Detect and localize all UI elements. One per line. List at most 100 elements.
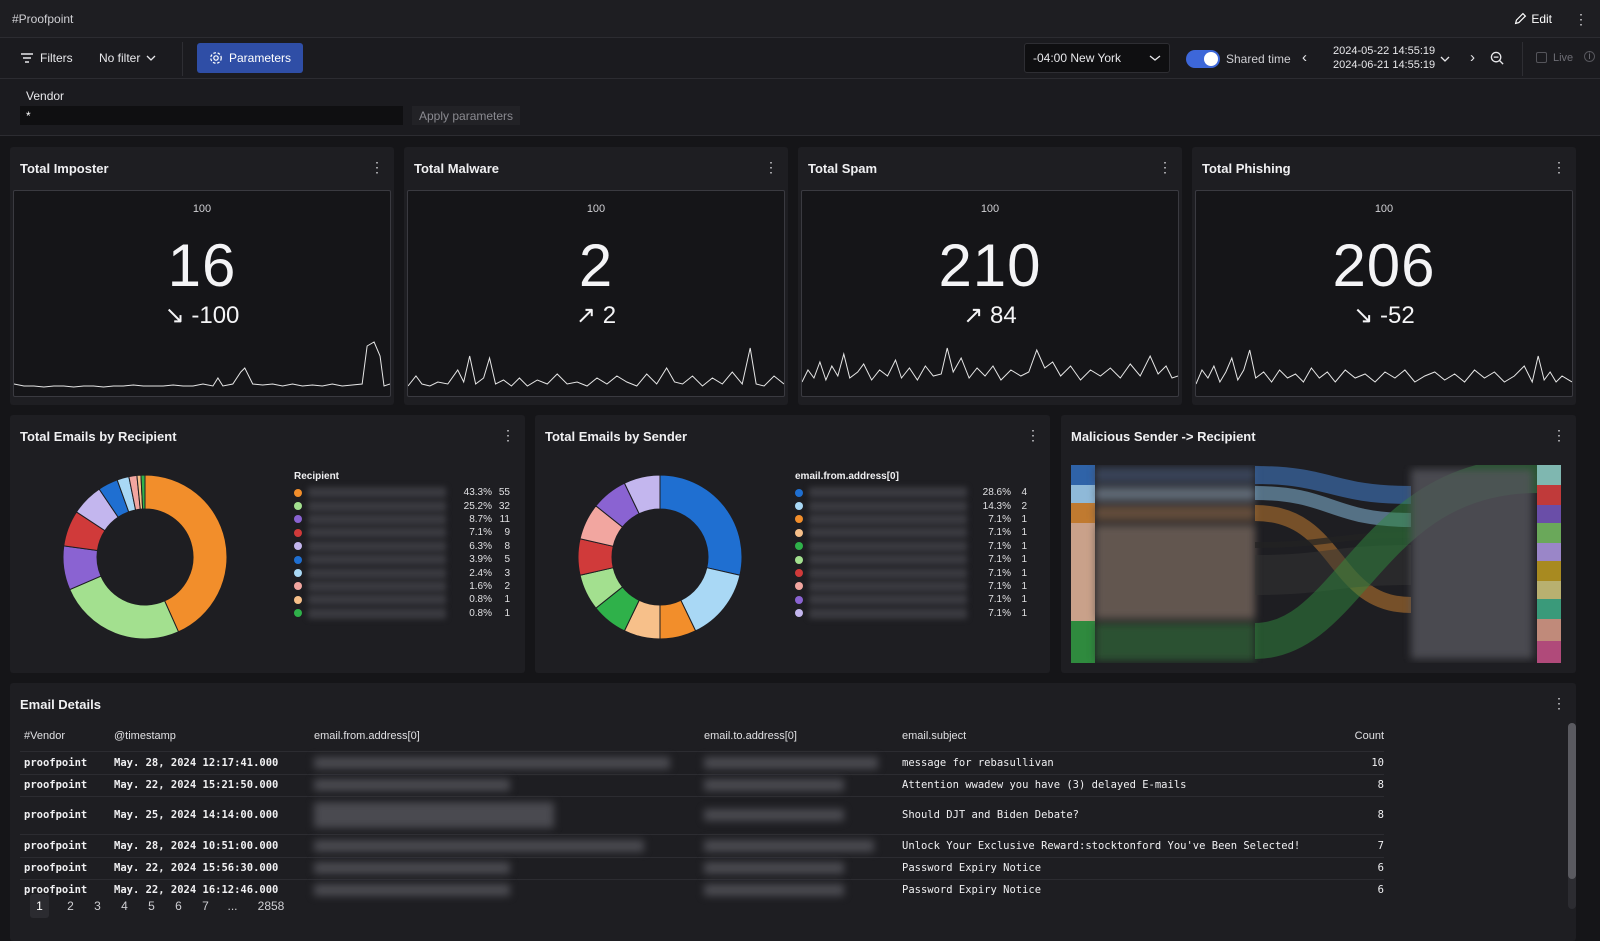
pagination-page[interactable]: 4 [121, 899, 128, 913]
legend-item[interactable]: 28.6% 4 [795, 486, 1027, 499]
pagination-page[interactable]: 5 [148, 899, 155, 913]
legend-item[interactable]: 0.8% 1 [294, 593, 510, 606]
pagination-page[interactable]: 7 [202, 899, 209, 913]
filters-button[interactable]: Filters [20, 51, 73, 65]
cell-subject: Password Expiry Notice [902, 856, 1302, 879]
sankey-node [1537, 619, 1561, 641]
live-checkbox[interactable] [1536, 52, 1547, 63]
chevron-right-icon[interactable]: › [1470, 49, 1475, 66]
donut-slice[interactable] [69, 575, 180, 640]
cell-vendor: proofpoint [20, 833, 114, 857]
legend-swatch [795, 609, 803, 618]
legend-item[interactable]: 1.6% 2 [294, 580, 510, 593]
table-row[interactable]: proofpoint May. 22, 2024 15:21:50.000 Atte… [20, 773, 1384, 796]
edit-button[interactable]: Edit [1514, 12, 1552, 26]
sankey-node [1071, 621, 1095, 663]
legend-item[interactable]: 43.3% 55 [294, 486, 510, 499]
more-menu-icon[interactable]: ⋮ [370, 159, 384, 175]
live-label: Live [1553, 52, 1574, 64]
arrow-up-right-icon: ↗ [575, 302, 597, 329]
timezone-select[interactable]: -04:00 New York [1024, 43, 1170, 73]
shared-time-toggle[interactable] [1186, 50, 1220, 68]
legend-count: 55 [498, 487, 510, 499]
legend-count: 1 [1021, 513, 1027, 525]
info-icon[interactable]: i [1584, 51, 1595, 62]
column-header[interactable]: email.to.address[0] [704, 729, 797, 742]
legend-label-redacted [308, 527, 446, 539]
legend-item[interactable]: 7.1% 1 [795, 580, 1027, 593]
more-menu-icon[interactable]: ⋮ [764, 159, 778, 175]
more-menu-icon[interactable]: ⋮ [501, 427, 515, 443]
filter-dropdown[interactable]: No filter [99, 51, 156, 65]
scrollbar[interactable] [1568, 723, 1576, 909]
legend-item[interactable]: 7.1% 1 [795, 593, 1027, 606]
cell-from-redacted [314, 833, 704, 857]
scrollbar-thumb[interactable] [1568, 723, 1576, 879]
legend-item[interactable]: 3.9% 5 [294, 553, 510, 566]
legend-item[interactable]: 7.1% 1 [795, 607, 1027, 620]
more-menu-icon[interactable]: ⋮ [1026, 427, 1040, 443]
time-range[interactable]: 2024-05-22 14:55:19 2024-06-21 14:55:19 [1333, 44, 1435, 72]
column-header[interactable]: email.subject [902, 729, 967, 742]
zoom-out-icon[interactable] [1490, 51, 1505, 66]
cell-to-redacted [704, 773, 902, 796]
more-menu-icon[interactable]: ⋮ [1552, 695, 1566, 711]
more-menu-icon[interactable]: ⋮ [1552, 427, 1566, 443]
apply-parameters-button[interactable]: Apply parameters [412, 106, 521, 125]
divider [1522, 42, 1523, 76]
column-header[interactable]: #Vendor [24, 729, 65, 742]
pagination-page[interactable]: 1 [30, 894, 49, 918]
legend-item[interactable]: 2.4% 3 [294, 566, 510, 579]
sankey-node [1071, 503, 1095, 523]
sankey-label [1095, 487, 1255, 501]
donut-slice[interactable] [140, 474, 146, 510]
vendor-label: Vendor [26, 89, 65, 103]
chevron-left-icon[interactable]: ‹ [1302, 49, 1307, 66]
legend-item[interactable]: 25.2% 32 [294, 499, 510, 512]
legend-item[interactable]: 7.1% 1 [795, 540, 1027, 553]
pagination-page[interactable]: 2 [67, 899, 74, 913]
legend-item[interactable]: 14.3% 2 [795, 499, 1027, 512]
legend-label-redacted [308, 513, 446, 525]
more-menu-icon[interactable]: ⋮ [1552, 159, 1566, 175]
more-menu-icon[interactable]: ⋮ [1158, 159, 1172, 175]
cell-to-redacted [704, 833, 902, 857]
sankey-node [1537, 465, 1561, 485]
cell-subject: Unlock Your Exclusive Reward:stocktonfor… [902, 833, 1302, 857]
column-header[interactable]: email.from.address[0] [314, 729, 420, 742]
redacted-text [704, 839, 874, 852]
pagination-page[interactable]: 6 [175, 899, 182, 913]
chevron-down-icon [146, 55, 156, 61]
legend-item[interactable]: 7.1% 1 [795, 526, 1027, 539]
legend-item[interactable]: 7.1% 1 [795, 553, 1027, 566]
cell-to-redacted [704, 878, 902, 901]
donut-slice[interactable] [144, 474, 228, 633]
donut-slice[interactable] [623, 474, 661, 515]
table-row[interactable]: proofpoint May. 22, 2024 16:12:46.000 Pass… [20, 878, 1384, 901]
legend-count: 1 [1021, 567, 1027, 579]
parameters-button[interactable]: Parameters [197, 43, 304, 73]
legend-item[interactable]: 7.1% 1 [795, 566, 1027, 579]
table-row[interactable]: proofpoint May. 28, 2024 12:17:41.000 mess… [20, 750, 1384, 774]
panel-title: Total Emails by Recipient [20, 429, 177, 444]
legend-item[interactable]: 6.3% 8 [294, 540, 510, 553]
panel-title: Total Malware [414, 161, 500, 176]
vendor-input[interactable] [20, 106, 403, 125]
legend-item[interactable]: 0.8% 1 [294, 607, 510, 620]
legend-item[interactable]: 8.7% 11 [294, 513, 510, 526]
chevron-down-icon[interactable] [1440, 55, 1450, 63]
column-header[interactable]: @timestamp [114, 729, 176, 742]
redacted-text [314, 779, 510, 791]
more-menu-icon[interactable]: ⋮ [1574, 10, 1588, 27]
legend-percent: 7.1% [469, 527, 492, 539]
table-row[interactable]: proofpoint May. 22, 2024 15:56:30.000 Pass… [20, 856, 1384, 879]
donut-slice[interactable] [659, 474, 743, 576]
table-row[interactable]: proofpoint May. 25, 2024 14:14:00.000 Shou… [20, 795, 1384, 834]
column-header[interactable]: Count [1354, 729, 1384, 742]
pagination-page[interactable]: 3 [94, 899, 101, 913]
legend-item[interactable]: 7.1% 9 [294, 526, 510, 539]
legend-item[interactable]: 7.1% 1 [795, 513, 1027, 526]
legend-swatch [795, 569, 803, 578]
table-row[interactable]: proofpoint May. 28, 2024 10:51:00.000 Unlo… [20, 833, 1384, 857]
pagination-page[interactable]: 2858 [257, 899, 285, 913]
